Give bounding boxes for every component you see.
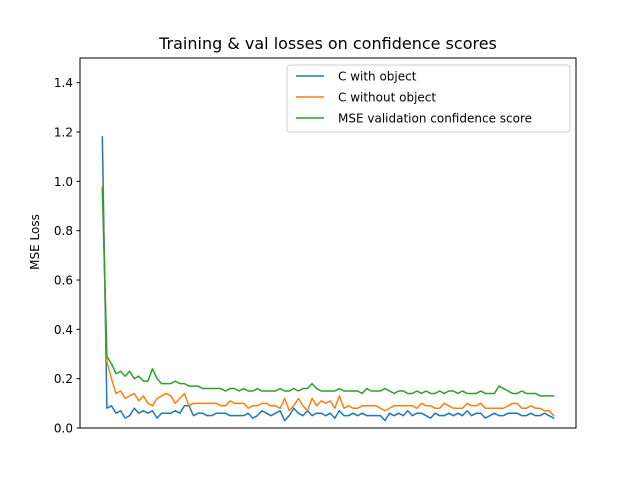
plot-lines: [101, 136, 555, 422]
y-tick-label: 1.2: [54, 126, 73, 140]
legend-box: [286, 64, 571, 133]
plot-frame: [79, 57, 577, 429]
series-line-1: [101, 185, 555, 417]
y-axis-label: MSE Loss: [28, 214, 42, 270]
series-line-2: [101, 187, 555, 397]
y-tick-label: 0.4: [54, 323, 73, 337]
y-tick-label: 0.6: [54, 274, 73, 288]
y-tick-label: 1.0: [54, 175, 73, 189]
y-tick-label: 0.8: [54, 224, 73, 238]
y-axis-ticks: 0.0 0.2 0.4 0.6 0.8 1.0 1.2 1.4: [54, 76, 80, 436]
y-tick-label: 0.2: [54, 372, 73, 386]
y-tick-label: 1.4: [54, 76, 73, 90]
legend: C with object C without object MSE validat…: [286, 64, 571, 133]
legend-label-2: MSE validation confidence score: [338, 112, 532, 126]
series-line-0: [101, 136, 555, 422]
legend-label-1: C without object: [338, 91, 436, 105]
legend-label-0: C with object: [338, 70, 417, 84]
chart-title: Training & val losses on confidence scor…: [158, 34, 497, 53]
y-tick-label: 0.0: [54, 422, 73, 436]
